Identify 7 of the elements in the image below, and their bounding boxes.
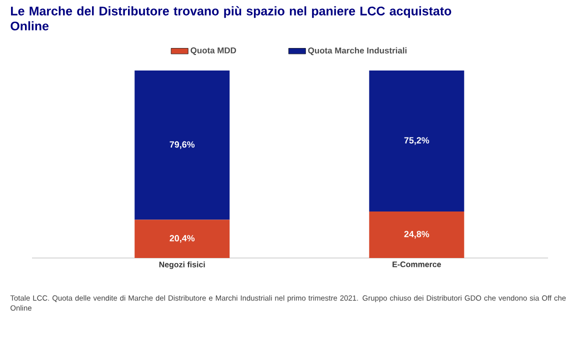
legend-label: Quota MDD (190, 47, 236, 55)
data-label: 75,2% (404, 137, 430, 145)
chart-title: Le Marche del Distributore trovano più spazio nel paniere LCC acquistato Online (10, 6, 452, 30)
data-label: 24,8% (404, 230, 430, 239)
legend-label: Quota Marche Industriali (308, 47, 406, 56)
data-label: 20,4% (170, 235, 195, 243)
data-label: 79,6% (170, 141, 195, 149)
